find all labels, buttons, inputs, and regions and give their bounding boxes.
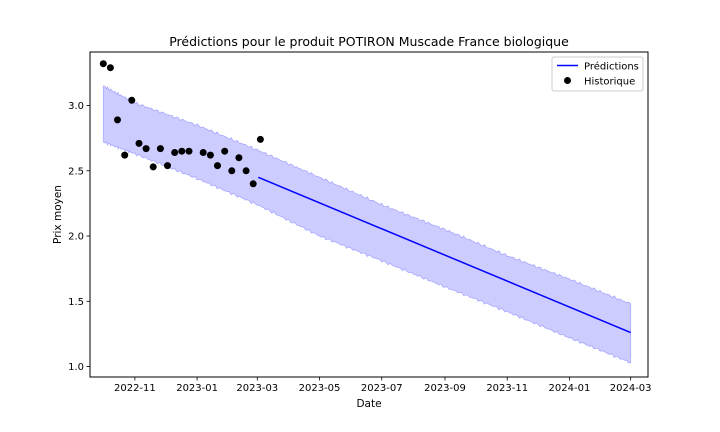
historique-point (235, 154, 243, 162)
y-tick-label: 1.0 (68, 362, 84, 373)
x-tick-label: 2023-01 (176, 383, 218, 394)
historique-point (178, 147, 186, 155)
historique-point (185, 147, 193, 155)
historique-point (171, 149, 179, 156)
legend-predictions-label: Prédictions (584, 61, 639, 73)
historique-point (164, 162, 171, 170)
historique-point (242, 167, 250, 175)
historique-point (121, 151, 129, 159)
x-tick-label: 2023-09 (424, 383, 466, 394)
x-tick-label: 2024-03 (610, 383, 652, 394)
historique-point (249, 180, 257, 188)
legend-historique-label: Historique (584, 77, 635, 88)
x-tick-label: 2023-07 (361, 383, 403, 394)
confidence-band (102, 85, 632, 364)
x-tick-label: 2024-01 (549, 383, 591, 394)
historique-point (221, 147, 229, 155)
historique-point (128, 96, 136, 104)
x-axis: 2022-11 2023-01 2023-03 2023-05 2023-07 2023-… (114, 377, 652, 394)
historique-point (99, 60, 107, 68)
prediction-line (258, 176, 631, 334)
historique-point (149, 163, 157, 171)
x-tick-label: 2023-03 (236, 383, 278, 394)
historique-point (156, 145, 164, 153)
axes-frame (89, 51, 649, 378)
y-tick-label: 1.5 (68, 297, 84, 308)
y-tick-label: 3.0 (68, 101, 84, 112)
historique-point (206, 151, 214, 159)
historique-point (106, 64, 114, 72)
y-axis-label: Prix moyen (52, 185, 64, 244)
chart-title: Prédictions pour le produit POTIRON Musc… (169, 34, 569, 49)
historique-point (114, 116, 121, 124)
historique-point (214, 162, 221, 170)
y-tick-label: 2.5 (68, 166, 84, 177)
y-axis: 1.0 1.5 2.0 2.5 3.0 (68, 101, 90, 373)
y-tick-label: 2.0 (68, 232, 84, 243)
plot-area (99, 60, 632, 364)
historique-point (135, 139, 143, 147)
x-tick-label: 2022-11 (114, 383, 156, 394)
x-tick-label: 2023-05 (299, 383, 341, 394)
historique-point (199, 149, 207, 156)
x-tick-label: 2023-11 (486, 383, 528, 394)
historique-point (256, 135, 264, 143)
historique-point (142, 145, 150, 153)
historique-point (228, 167, 236, 175)
legend: Prédictions Historique (551, 56, 644, 92)
x-axis-label: Date (356, 398, 381, 410)
legend-marker-swatch (564, 77, 571, 84)
